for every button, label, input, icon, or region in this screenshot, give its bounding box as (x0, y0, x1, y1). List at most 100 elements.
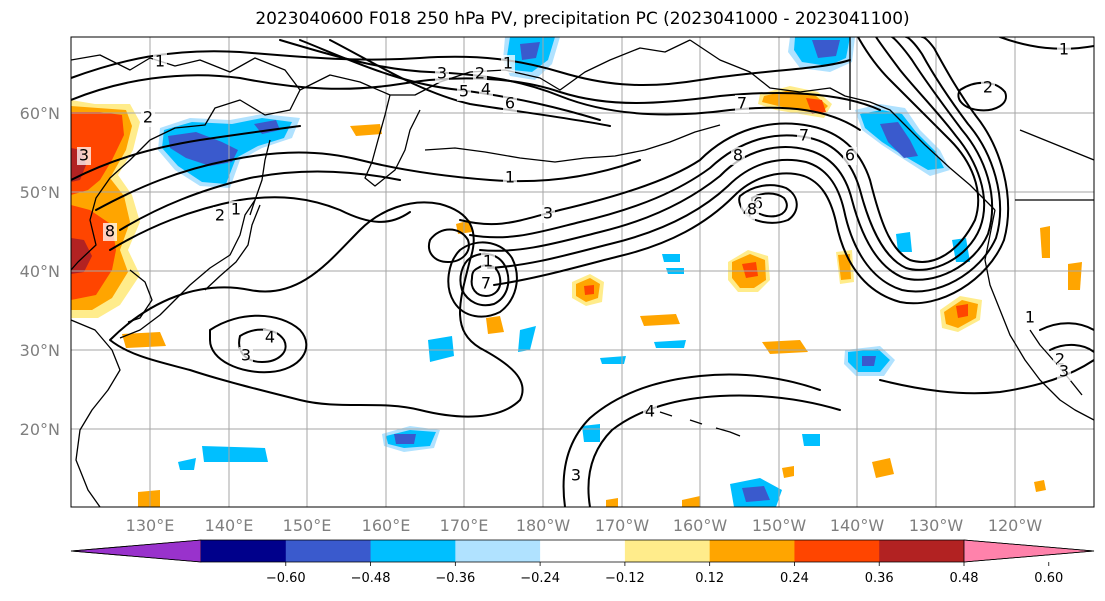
contour-label: 8 (105, 222, 115, 241)
colorbar-segment (201, 540, 287, 562)
precip-negative-region (952, 238, 970, 262)
contour-label-bg (541, 205, 555, 223)
contour-label: 3 (543, 204, 553, 223)
pv-contour (562, 373, 821, 507)
precip-negative-region (518, 326, 536, 352)
contour-label: 3 (437, 64, 447, 83)
colorbar-segment (540, 540, 626, 562)
contour-label-bg (1057, 41, 1071, 59)
precip-negative-region (178, 458, 196, 470)
precip-negative-region (600, 356, 626, 364)
border-line (849, 37, 1094, 201)
page-title: 2023040600 F018 250 hPa PV, precipitatio… (255, 9, 910, 29)
contour-label: 8 (747, 200, 757, 219)
contour-label-bg (501, 55, 515, 73)
colorbar: −0.60 −0.48 −0.36 −0.24 −0.12 0.12 0.24 0.36 0.4… (70, 539, 1095, 586)
pv-contour (1039, 322, 1094, 331)
colorbar-segment (285, 540, 372, 562)
contour-label-bg (1023, 309, 1037, 327)
contour-label: 2 (983, 78, 993, 97)
lon-label: 160°E (362, 516, 411, 535)
pv-contour (209, 314, 308, 374)
contour-label: 6 (505, 94, 515, 113)
lat-label: 20°N (20, 420, 60, 439)
colorbar-tick-label: −0.12 (605, 571, 645, 586)
lon-label: 150°E (283, 516, 332, 535)
contour-label-bg (213, 207, 227, 225)
contour-label-bg (479, 81, 493, 99)
contour-label-bg (481, 253, 495, 271)
contour-label: 4 (265, 328, 275, 347)
contour-label: 1 (483, 252, 493, 271)
colorbar-tick-label: −0.60 (266, 571, 306, 586)
pv-contour (428, 228, 470, 263)
contour-label: 3 (79, 146, 89, 165)
contour-label: 5 (459, 82, 469, 101)
pv-contour (459, 252, 510, 307)
colorbar-tick-label: −0.36 (435, 571, 475, 586)
colorbar-segment (709, 540, 795, 562)
lon-label: 170°W (595, 516, 650, 535)
pv-contour (71, 125, 301, 181)
contour-label-bg (457, 83, 471, 101)
pv-contour (493, 37, 1010, 305)
precip-negative-region (742, 486, 770, 502)
precip-negative-region (654, 340, 686, 348)
precip-positive-region (584, 285, 594, 295)
pv-contour (71, 50, 851, 87)
precip-positive-region (682, 496, 700, 507)
korea-coastline (127, 269, 153, 323)
contour-label: 1 (503, 54, 513, 73)
contour-label: 2 (1055, 350, 1065, 369)
lon-label: 140°E (205, 516, 254, 535)
pv-contour (279, 39, 861, 131)
contour-label-bg (263, 329, 277, 347)
precip-positive-region (782, 466, 794, 478)
longitude-labels: 130°E 140°E 150°E 160°E 170°E 180°W 170°… (126, 516, 1043, 535)
contour-label-bg (503, 95, 517, 113)
asia-coastline (71, 54, 301, 271)
contour-label: 2 (143, 108, 153, 127)
precip-positive-region (122, 332, 166, 348)
pv-contour (447, 241, 518, 318)
colorbar-segment (455, 540, 541, 562)
pv-contour (109, 196, 411, 251)
precip-positive-region (486, 316, 504, 334)
map-content: 13215467768134681743431232122381 (71, 37, 1094, 507)
japan-coastline (119, 199, 256, 339)
colorbar-segment (794, 540, 880, 562)
contour-label-bg (643, 403, 657, 421)
kamchatka-peninsula (364, 94, 421, 187)
colorbar-tick-label: 0.12 (695, 571, 724, 586)
precip-negative-region (880, 122, 918, 158)
contour-label-bg (735, 95, 749, 113)
contour-label-bg (103, 223, 117, 241)
precip-positive-region (872, 458, 894, 478)
colorbar-tick-label: 0.48 (950, 571, 979, 586)
pv-contour (487, 37, 1002, 293)
contour-labels: 13215467768134681743431232122381 (77, 40, 1071, 485)
coastlines (71, 37, 1094, 507)
precip-negative-region (428, 336, 454, 362)
pv-contour (1049, 344, 1094, 353)
precip-negative-region (896, 232, 912, 252)
lon-label: 150°W (752, 516, 807, 535)
contour-label-bg (1057, 363, 1071, 381)
precip-positive-region (350, 124, 382, 136)
japan-coastline (204, 204, 261, 291)
contour-label: 1 (1025, 308, 1035, 327)
precip-negative-region (662, 254, 680, 262)
lat-label: 60°N (20, 104, 60, 123)
contour-label: 2 (475, 64, 485, 83)
contour-label: 1 (1059, 40, 1069, 59)
precip-positive-region (838, 254, 851, 280)
colorbar-tick-label: 0.36 (865, 571, 894, 586)
contour-label: 6 (845, 146, 855, 165)
lon-label: 180°W (516, 516, 571, 535)
precip-negative-region (520, 42, 540, 60)
china-coastline (71, 319, 121, 507)
pv-contour (479, 37, 994, 281)
contour-label: 3 (1059, 362, 1069, 381)
precip-positive-region (1068, 262, 1082, 290)
